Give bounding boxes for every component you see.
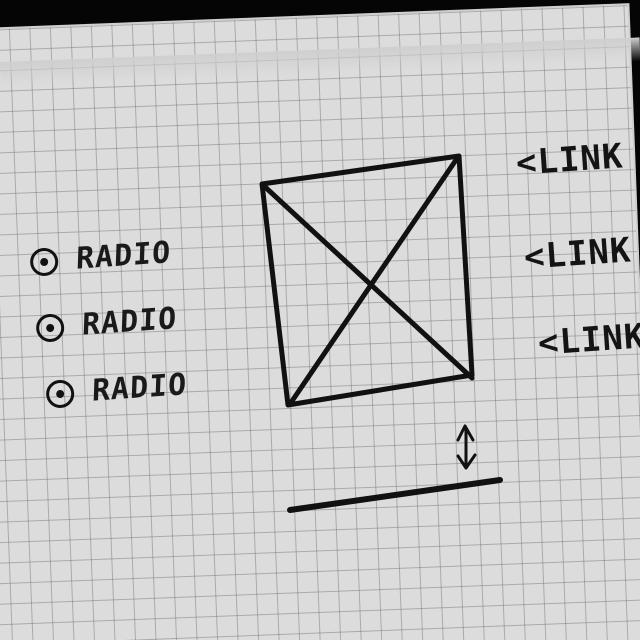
divider-line [287, 477, 503, 513]
image-placeholder-icon [259, 153, 475, 408]
vertical-resize-icon[interactable] [456, 424, 477, 470]
